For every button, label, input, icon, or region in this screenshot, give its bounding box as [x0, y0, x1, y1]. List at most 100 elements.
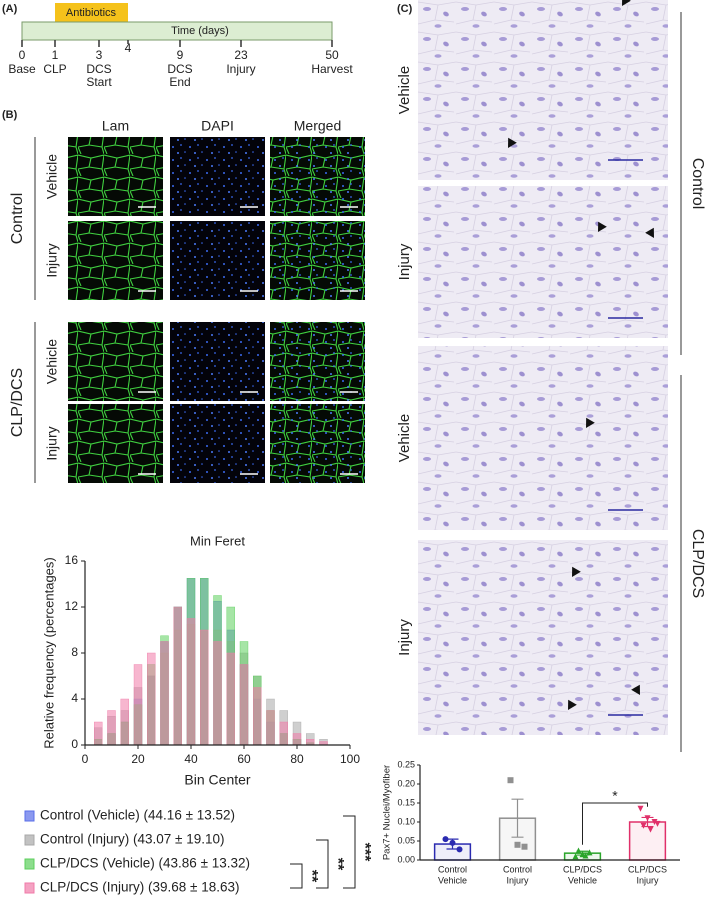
- group-label: Control: [689, 158, 706, 210]
- row-label: Vehicle: [44, 154, 60, 199]
- antibiotics-label: Antibiotics: [66, 7, 117, 19]
- dapi-image: [170, 404, 265, 483]
- x-tick-label: Vehicle: [568, 875, 597, 885]
- group-label: CLP/DCS: [9, 368, 26, 437]
- significance-bracket: [316, 839, 329, 889]
- row-label: Injury: [44, 426, 60, 460]
- legend-swatch: [24, 810, 35, 822]
- x-tick-label: 100: [340, 752, 360, 766]
- y-axis-label: Pax7+ Nuclei/Myofiber: [382, 765, 393, 860]
- data-point: [651, 819, 658, 825]
- timeline-day: 9: [177, 48, 184, 62]
- y-tick-label: 16: [65, 553, 79, 567]
- significance-label: ***: [356, 843, 373, 862]
- timeline-event: End: [169, 75, 190, 89]
- y-tick-label: 0.10: [397, 816, 415, 826]
- arrowhead: [568, 699, 577, 710]
- x-tick-label: Vehicle: [438, 875, 467, 885]
- timeline-day: 0: [19, 48, 26, 62]
- significance-bracket: [290, 863, 303, 889]
- significance-bracket: [582, 802, 648, 845]
- y-tick-label: 0.00: [397, 854, 415, 864]
- x-tick-label: Control: [503, 864, 532, 874]
- significance-label: **: [329, 858, 346, 871]
- legend-label: CLP/DCS (Injury) (39.68 ± 18.63): [40, 880, 240, 895]
- arrowhead: [631, 684, 640, 695]
- hist-bar: [173, 606, 182, 746]
- y-axis-label: Relative frequency (percentages): [41, 557, 56, 749]
- arrowhead: [598, 221, 607, 232]
- x-tick-label: Control: [438, 864, 467, 874]
- hist-bar: [120, 698, 129, 746]
- arrowhead: [508, 137, 517, 148]
- y-tick-label: 4: [71, 691, 78, 705]
- legend-label: Control (Injury) (43.07 ± 19.10): [40, 832, 225, 847]
- lam-image: [68, 322, 163, 401]
- panel-label: (A): [2, 3, 18, 15]
- data-point: [442, 836, 449, 843]
- hist-bar: [306, 739, 315, 746]
- x-tick-label: 20: [131, 752, 145, 766]
- timeline-bar: [21, 21, 333, 41]
- lam-image: [68, 404, 163, 483]
- timeline-day: 1: [52, 48, 59, 62]
- row-label: Vehicle: [396, 66, 413, 114]
- data-point: [582, 852, 589, 859]
- data-point: [449, 839, 456, 846]
- antibiotics-bar: [55, 3, 128, 22]
- hist-bar: [107, 710, 116, 746]
- arrowhead: [622, 0, 631, 6]
- x-tick-label: 0: [82, 752, 89, 766]
- hist-bar: [292, 733, 302, 746]
- legend-swatch: [24, 858, 35, 870]
- x-tick-label: CLP/DCS: [628, 864, 667, 874]
- dapi-image: [170, 322, 265, 401]
- timeline-axis-label: Time (days): [171, 25, 229, 37]
- y-tick-label: 0.15: [397, 797, 415, 807]
- hist-bar: [226, 652, 235, 746]
- data-point: [586, 849, 593, 856]
- arrowhead: [572, 566, 581, 577]
- hist-bar: [186, 618, 196, 746]
- timeline-event: Start: [86, 75, 112, 89]
- data-point: [640, 822, 647, 829]
- x-tick-label: CLP/DCS: [563, 864, 602, 874]
- hist-bar: [94, 721, 103, 746]
- timeline-event: DCS: [167, 62, 192, 76]
- chart-title: Min Feret: [190, 533, 245, 548]
- legend-swatch: [24, 882, 35, 894]
- significance-label: *: [612, 788, 618, 804]
- hist-bar: [133, 664, 143, 746]
- row-label: Injury: [396, 619, 413, 656]
- timeline-event: DCS: [86, 62, 111, 76]
- significance-bracket: [343, 815, 356, 889]
- row-label: Injury: [44, 243, 60, 277]
- timeline-event: Harvest: [311, 62, 353, 76]
- timeline-day: 4: [125, 41, 132, 55]
- x-tick-label: Injury: [506, 875, 529, 885]
- data-point: [572, 853, 579, 860]
- lam-image: [68, 137, 163, 216]
- y-tick-label: 0.25: [397, 759, 415, 769]
- arrowhead: [645, 227, 654, 239]
- merged-overlay: [270, 404, 365, 483]
- merged-overlay: [270, 137, 365, 216]
- lam-image: [68, 221, 163, 300]
- timeline-event: Injury: [226, 62, 255, 76]
- group-label: Control: [9, 193, 26, 245]
- merged-overlay: [270, 322, 365, 401]
- column-header: Lam: [102, 118, 129, 134]
- legend-label: CLP/DCS (Vehicle) (43.86 ± 13.32): [40, 856, 250, 871]
- panel-label: (C): [397, 3, 413, 15]
- y-tick-label: 12: [65, 599, 79, 613]
- hist-bar: [253, 687, 262, 746]
- histology-image: [418, 346, 668, 530]
- x-tick-label: 80: [290, 752, 304, 766]
- column-header: Merged: [294, 118, 341, 134]
- timeline-event: CLP: [43, 62, 66, 76]
- hist-bar: [200, 629, 209, 746]
- arrowhead: [586, 417, 595, 428]
- hist-bar: [160, 641, 169, 746]
- y-tick-label: 8: [71, 645, 78, 659]
